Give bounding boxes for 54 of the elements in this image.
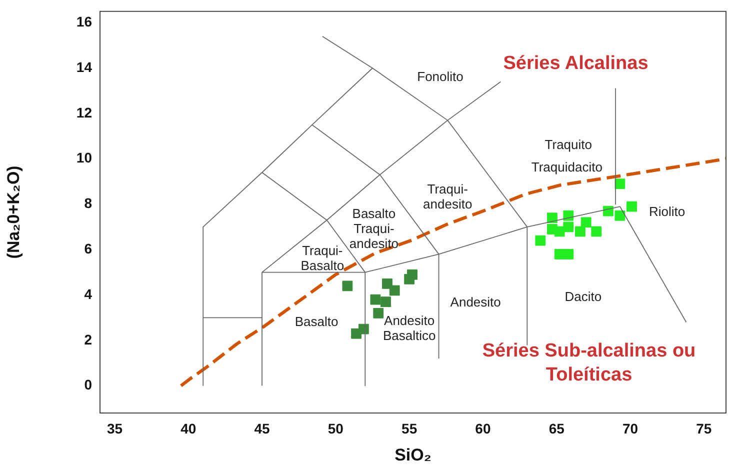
annotation: Basalto [294, 314, 338, 329]
point [614, 210, 626, 221]
annotation: Séries Sub-alcalinas ou Toleíticas [482, 340, 696, 386]
annotation: Traquidacito [531, 160, 602, 175]
annotation: Dacito [564, 288, 602, 304]
point [626, 201, 637, 212]
point [380, 296, 391, 308]
annotation: Andesito [450, 294, 501, 310]
annotation: Riolito [649, 204, 686, 219]
x-tick-label: 70 [622, 420, 638, 436]
x-tick-label: 65 [548, 420, 565, 436]
x-tick-label: 40 [180, 420, 196, 436]
point [546, 212, 558, 224]
annotation: Traqui- Basalto [300, 242, 344, 273]
point [404, 274, 415, 284]
point [382, 278, 392, 289]
x-tick-label: 75 [696, 420, 712, 436]
annotation: Basalto Traqui- andesito [349, 206, 399, 251]
y-tick-label: 6 [84, 240, 92, 256]
y-tick-label: 2 [84, 331, 92, 348]
point [351, 328, 362, 339]
line-series [179, 157, 726, 388]
point [602, 206, 614, 216]
y-tick-label: 14 [76, 58, 92, 75]
x-tick-label: 60 [475, 420, 491, 436]
y-tick-label: 0 [84, 376, 92, 393]
x-tick-label: 35 [106, 420, 123, 436]
point [574, 226, 586, 237]
y-tick-label: 4 [84, 286, 92, 302]
point [591, 226, 602, 237]
point [370, 294, 381, 305]
annotation: Fonolito [417, 68, 464, 84]
point [535, 235, 546, 246]
y-tick-label: 12 [76, 104, 92, 120]
annotation: Andesito Basaltico [382, 313, 436, 344]
x-tick-label: 45 [254, 420, 270, 436]
x-tick-label: 50 [328, 420, 344, 436]
point [554, 226, 565, 237]
annotation: Traqui- andesito [423, 182, 472, 212]
point [563, 248, 574, 260]
y-tick-label: 10 [76, 150, 92, 166]
y-axis-title: (Na₂0+K₂O) [4, 166, 23, 259]
annotation: Traquito [544, 136, 592, 152]
point [580, 217, 592, 228]
x-tick-label: 55 [402, 420, 418, 436]
x-axis-title: SiO₂ [394, 445, 432, 464]
y-tick-label: 8 [84, 195, 92, 212]
annotation: Séries Alcalinas [503, 52, 648, 74]
point [373, 308, 384, 318]
y-tick-label: 16 [76, 14, 92, 30]
point [389, 285, 400, 296]
point [342, 280, 353, 292]
point [563, 210, 574, 221]
point [563, 222, 574, 232]
